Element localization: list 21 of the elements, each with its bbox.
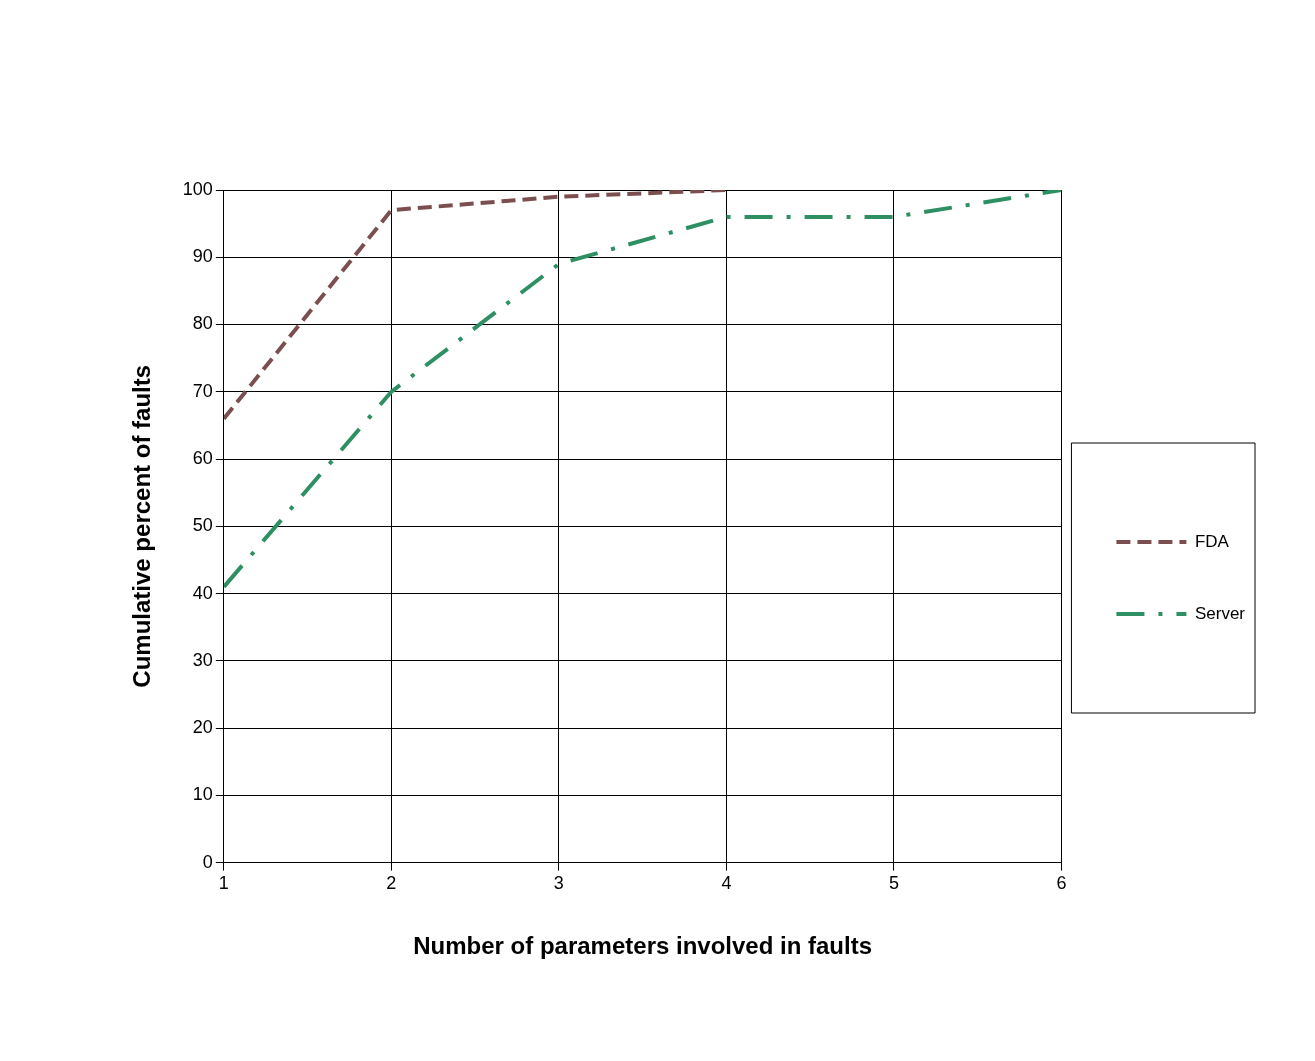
y-tick-label: 90 [192, 246, 213, 267]
x-tick-label: 5 [888, 873, 899, 894]
x-axis-title: Number of parameters involved in faults [413, 932, 873, 960]
x-tick-label: 2 [386, 873, 397, 894]
y-tick-label: 60 [192, 448, 213, 469]
y-tick-label: 0 [202, 851, 213, 872]
x-tick-label: 3 [553, 873, 564, 894]
y-tick-label: 50 [192, 515, 213, 536]
y-tick-label: 70 [192, 380, 213, 401]
y-tick-label: 30 [192, 649, 213, 670]
y-tick-label: 40 [192, 582, 213, 603]
y-axis-title: Cumulative percent of faults [128, 364, 156, 688]
y-tick-label: 80 [192, 313, 213, 334]
y-tick-label: 20 [192, 717, 213, 738]
y-tick-label: 10 [192, 784, 213, 805]
x-tick-label: 6 [1056, 873, 1067, 894]
x-tick-label: 1 [218, 873, 229, 894]
legend-label: FDA [1194, 531, 1230, 551]
x-tick-label: 4 [721, 873, 732, 894]
y-tick-label: 100 [182, 178, 213, 199]
legend-label: Server [1194, 603, 1246, 623]
